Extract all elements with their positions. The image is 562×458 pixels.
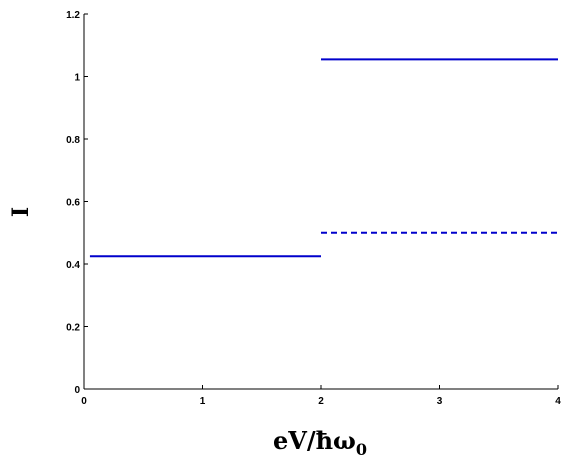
series-layer bbox=[89, 58, 558, 258]
y-tick-label: 1.2 bbox=[66, 10, 80, 21]
x-axis-title: eV/ħω0 bbox=[273, 426, 367, 458]
x-axis-title-main: eV/ħω bbox=[273, 426, 356, 455]
y-tick-label: 0.8 bbox=[66, 135, 80, 146]
x-tick-label: 3 bbox=[437, 396, 443, 407]
x-tick-label: 2 bbox=[318, 396, 324, 407]
y-tick-label: 0.2 bbox=[66, 323, 80, 334]
y-axis-title: I bbox=[8, 207, 34, 217]
x-tick-label: 4 bbox=[555, 396, 561, 407]
y-tick-label: 0.6 bbox=[66, 198, 80, 209]
y-tick-label: 1 bbox=[74, 73, 80, 84]
y-tick-label: 0.4 bbox=[66, 260, 80, 271]
x-axis-title-subscript: 0 bbox=[356, 440, 367, 458]
y-tick-label: 0 bbox=[74, 385, 80, 396]
x-tick-label: 0 bbox=[81, 396, 87, 407]
axes: 0 1 2 3 4 0 0.2 0.4 0.6 0.8 1 1.2 bbox=[66, 10, 561, 407]
x-tick-label: 1 bbox=[200, 396, 206, 407]
